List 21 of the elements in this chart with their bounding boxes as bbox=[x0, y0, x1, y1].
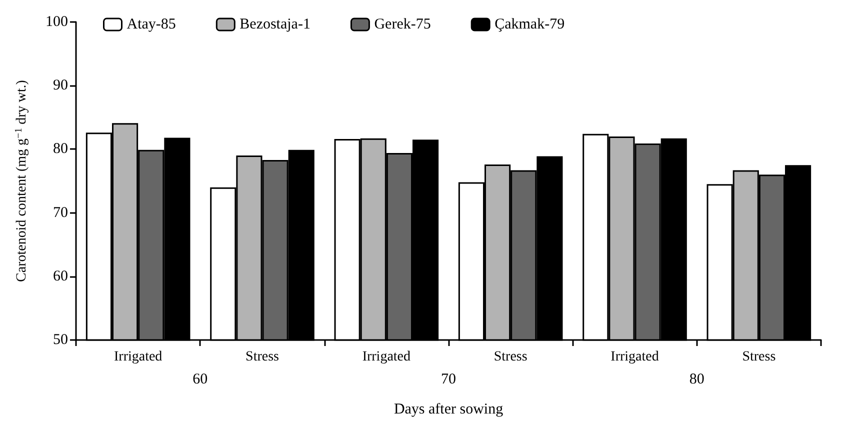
legend-label: Atay-85 bbox=[126, 16, 176, 32]
legend-label: Bezostaja-1 bbox=[240, 16, 310, 32]
y-tick-label: 70 bbox=[53, 204, 68, 221]
x-axis-title: Days after sowing bbox=[394, 402, 504, 418]
text: 80 bbox=[689, 372, 704, 388]
text: 70 bbox=[441, 372, 456, 388]
legend-label: Gerek-75 bbox=[374, 16, 431, 32]
x-tick-label: Irrigated bbox=[610, 350, 659, 364]
x-tick-label: Stress bbox=[246, 350, 279, 364]
y-axis-title: Carotenoid content (mg g−1 dry wt.) bbox=[14, 80, 30, 282]
x-tick-label: Irrigated bbox=[114, 350, 162, 364]
y-tick-label: 90 bbox=[53, 78, 68, 94]
y-tick-label: 60 bbox=[53, 268, 68, 284]
y-tick-label: 80 bbox=[53, 141, 68, 158]
x-tick-label: Stress bbox=[742, 350, 776, 364]
x-tick-label: Stress bbox=[494, 350, 528, 364]
legend-label: Çakmak-79 bbox=[494, 16, 565, 32]
y-tick-label: 50 bbox=[53, 332, 68, 348]
y-tick-label: 100 bbox=[46, 14, 68, 30]
x-tick-label: Irrigated bbox=[362, 350, 411, 364]
text: 60 bbox=[192, 372, 208, 388]
